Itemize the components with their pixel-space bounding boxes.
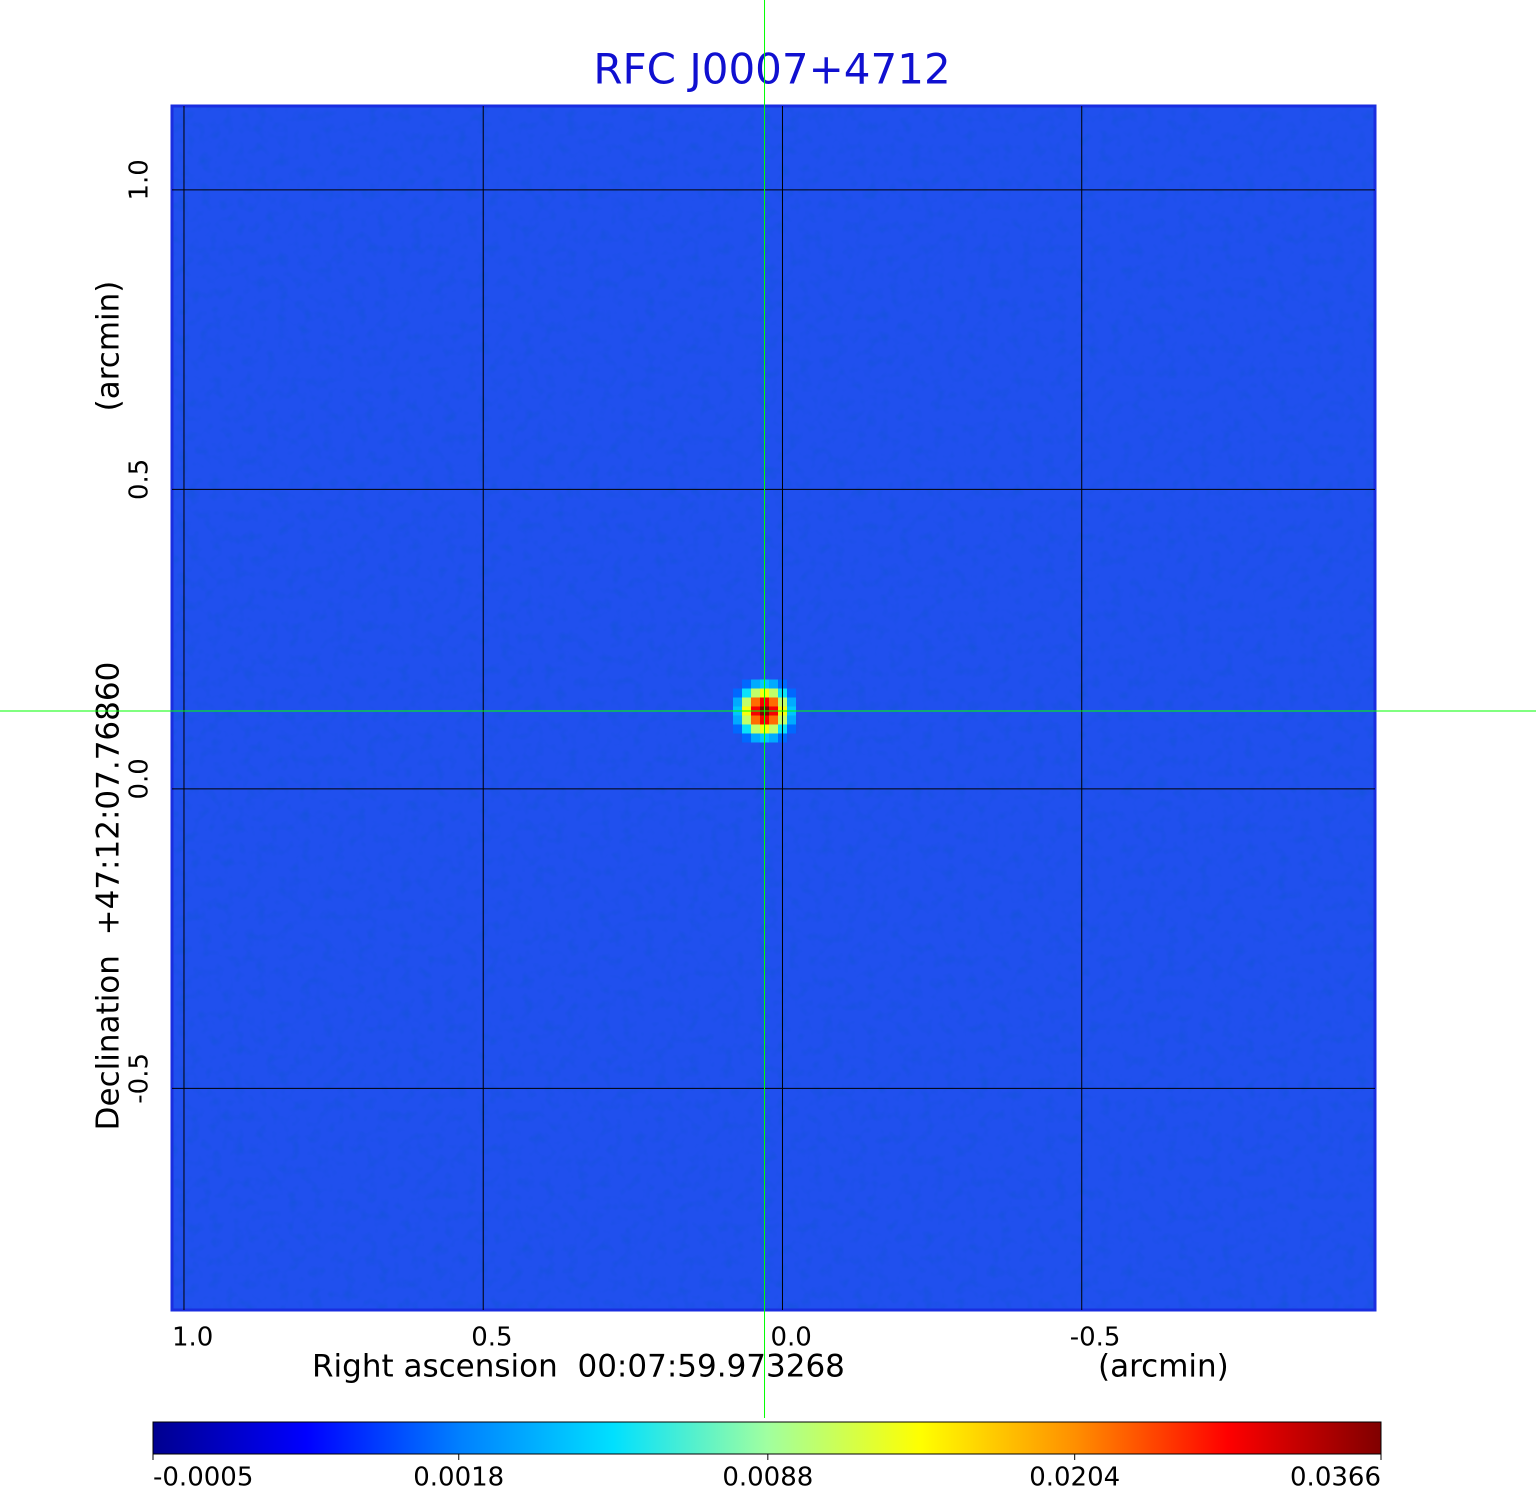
source-halo: [742, 697, 752, 707]
source-halo: [733, 724, 743, 734]
chart-title: RFC J0007+4712: [593, 45, 950, 94]
source-halo: [733, 697, 743, 707]
colorbar-tick-label: 0.0088: [722, 1463, 813, 1493]
source-halo: [769, 715, 779, 725]
source-halo: [733, 715, 743, 725]
x-tick-label: -0.5: [1070, 1323, 1121, 1353]
x-tick-label: 0.0: [770, 1323, 811, 1353]
source-halo: [742, 679, 752, 689]
y-axis-unit: (arcmin): [91, 281, 127, 412]
source-halo: [751, 733, 761, 743]
colorbar-tick-label: 0.0366: [1290, 1463, 1381, 1493]
source-halo: [742, 715, 752, 725]
image-frame: [170, 104, 1377, 1312]
x-tick-label: 1.0: [172, 1323, 213, 1353]
source-halo: [769, 733, 779, 743]
x-axis-unit: (arcmin): [1098, 1349, 1229, 1385]
source-halo: [742, 733, 752, 743]
source-halo: [769, 679, 779, 689]
colorbar: [152, 1421, 1382, 1455]
colorbar-tick-label: 0.0018: [413, 1463, 504, 1493]
source-halo: [787, 715, 797, 725]
colorbar-tick-label: 0.0204: [1029, 1463, 1120, 1493]
source-halo: [742, 724, 752, 734]
source-halo: [751, 679, 761, 689]
y-tick-label: -0.5: [125, 1053, 155, 1104]
source-halo: [733, 688, 743, 698]
x-axis-label: Right ascension 00:07:59.973268: [312, 1349, 845, 1385]
y-tick-label: 0.0: [125, 758, 155, 799]
y-tick-label: 0.5: [125, 459, 155, 500]
source-halo: [751, 688, 761, 698]
y-axis-label: Declination +47:12:07.76860: [91, 662, 127, 1131]
x-tick-label: 0.5: [471, 1323, 512, 1353]
source-halo: [769, 724, 779, 734]
source-halo: [769, 688, 779, 698]
source-halo: [751, 715, 761, 725]
source-halo: [742, 688, 752, 698]
source-halo: [787, 697, 797, 707]
source-halo: [769, 697, 779, 707]
y-tick-label: 1.0: [125, 159, 155, 200]
source-halo: [751, 697, 761, 707]
source-halo: [787, 688, 797, 698]
source-halo: [751, 724, 761, 734]
source-halo: [787, 724, 797, 734]
colorbar-tick-label: -0.0005: [153, 1463, 253, 1493]
